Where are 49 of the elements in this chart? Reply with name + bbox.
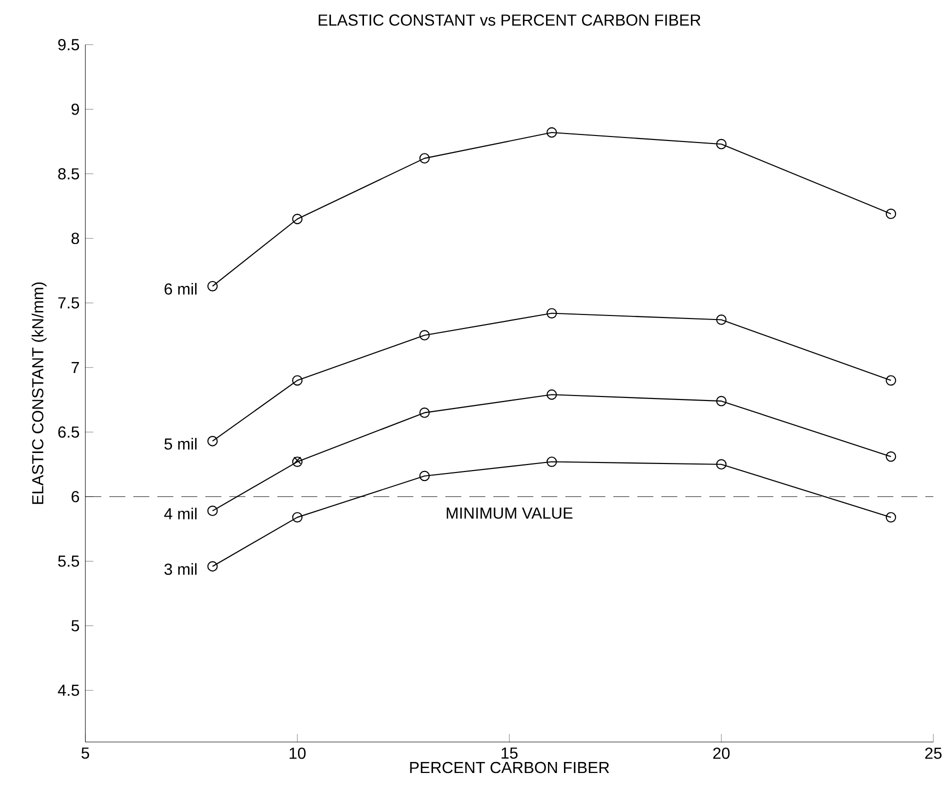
point bbox=[419, 470, 430, 482]
point bbox=[546, 127, 557, 138]
point bbox=[207, 561, 218, 572]
point bbox=[207, 280, 218, 292]
point bbox=[292, 512, 303, 523]
point bbox=[419, 408, 430, 418]
x-tick-label: 20 bbox=[713, 748, 730, 759]
point bbox=[207, 436, 218, 446]
x-tick-label: 5 bbox=[82, 748, 90, 759]
point bbox=[292, 214, 303, 224]
y-tick-label: 6.5 bbox=[58, 426, 80, 438]
y-tick-label: 7 bbox=[72, 362, 79, 374]
series-label: 4 mil bbox=[164, 508, 197, 520]
y-tick-label: 8.5 bbox=[58, 168, 80, 180]
point bbox=[294, 456, 302, 464]
x-tick-label: 15 bbox=[502, 748, 518, 759]
point bbox=[546, 389, 557, 400]
point bbox=[546, 456, 557, 467]
point bbox=[886, 375, 896, 386]
series-label: 6 mil bbox=[164, 282, 197, 295]
y-axis-title: ELASTIC CONSTANT (kN/mm) bbox=[32, 282, 47, 504]
x-tick-label: 10 bbox=[290, 748, 306, 759]
point bbox=[886, 451, 896, 462]
series-label: 5 mil bbox=[164, 438, 197, 450]
y-tick-label: 9 bbox=[72, 104, 79, 115]
point bbox=[886, 512, 896, 523]
y-tick-label: 4.5 bbox=[58, 684, 80, 696]
ref-line-label: MINIMUM VALUE bbox=[446, 508, 572, 519]
chart-title: ELASTIC CONSTANT vs PERCENT CARBON FIBER bbox=[318, 14, 700, 26]
point bbox=[292, 375, 303, 386]
point bbox=[546, 308, 557, 318]
x-axis-title: PERCENT CARBON FIBER bbox=[410, 762, 610, 774]
point bbox=[292, 456, 303, 467]
series-label: 3 mil bbox=[164, 563, 197, 575]
y-tick-label: 9.5 bbox=[58, 39, 80, 50]
x-tick-label: 25 bbox=[925, 748, 942, 759]
point bbox=[716, 459, 727, 470]
y-tick-label: 8 bbox=[72, 232, 80, 244]
y-tick-label: 7.5 bbox=[58, 297, 80, 309]
y-tick-label: 5.5 bbox=[58, 556, 80, 567]
point bbox=[716, 138, 727, 150]
point bbox=[716, 314, 727, 325]
y-tick-label: 6 bbox=[72, 490, 80, 502]
point bbox=[419, 153, 430, 164]
point bbox=[207, 506, 218, 516]
point bbox=[886, 208, 896, 220]
point bbox=[716, 396, 727, 406]
point bbox=[419, 330, 430, 340]
y-tick-label: 5 bbox=[71, 620, 80, 632]
